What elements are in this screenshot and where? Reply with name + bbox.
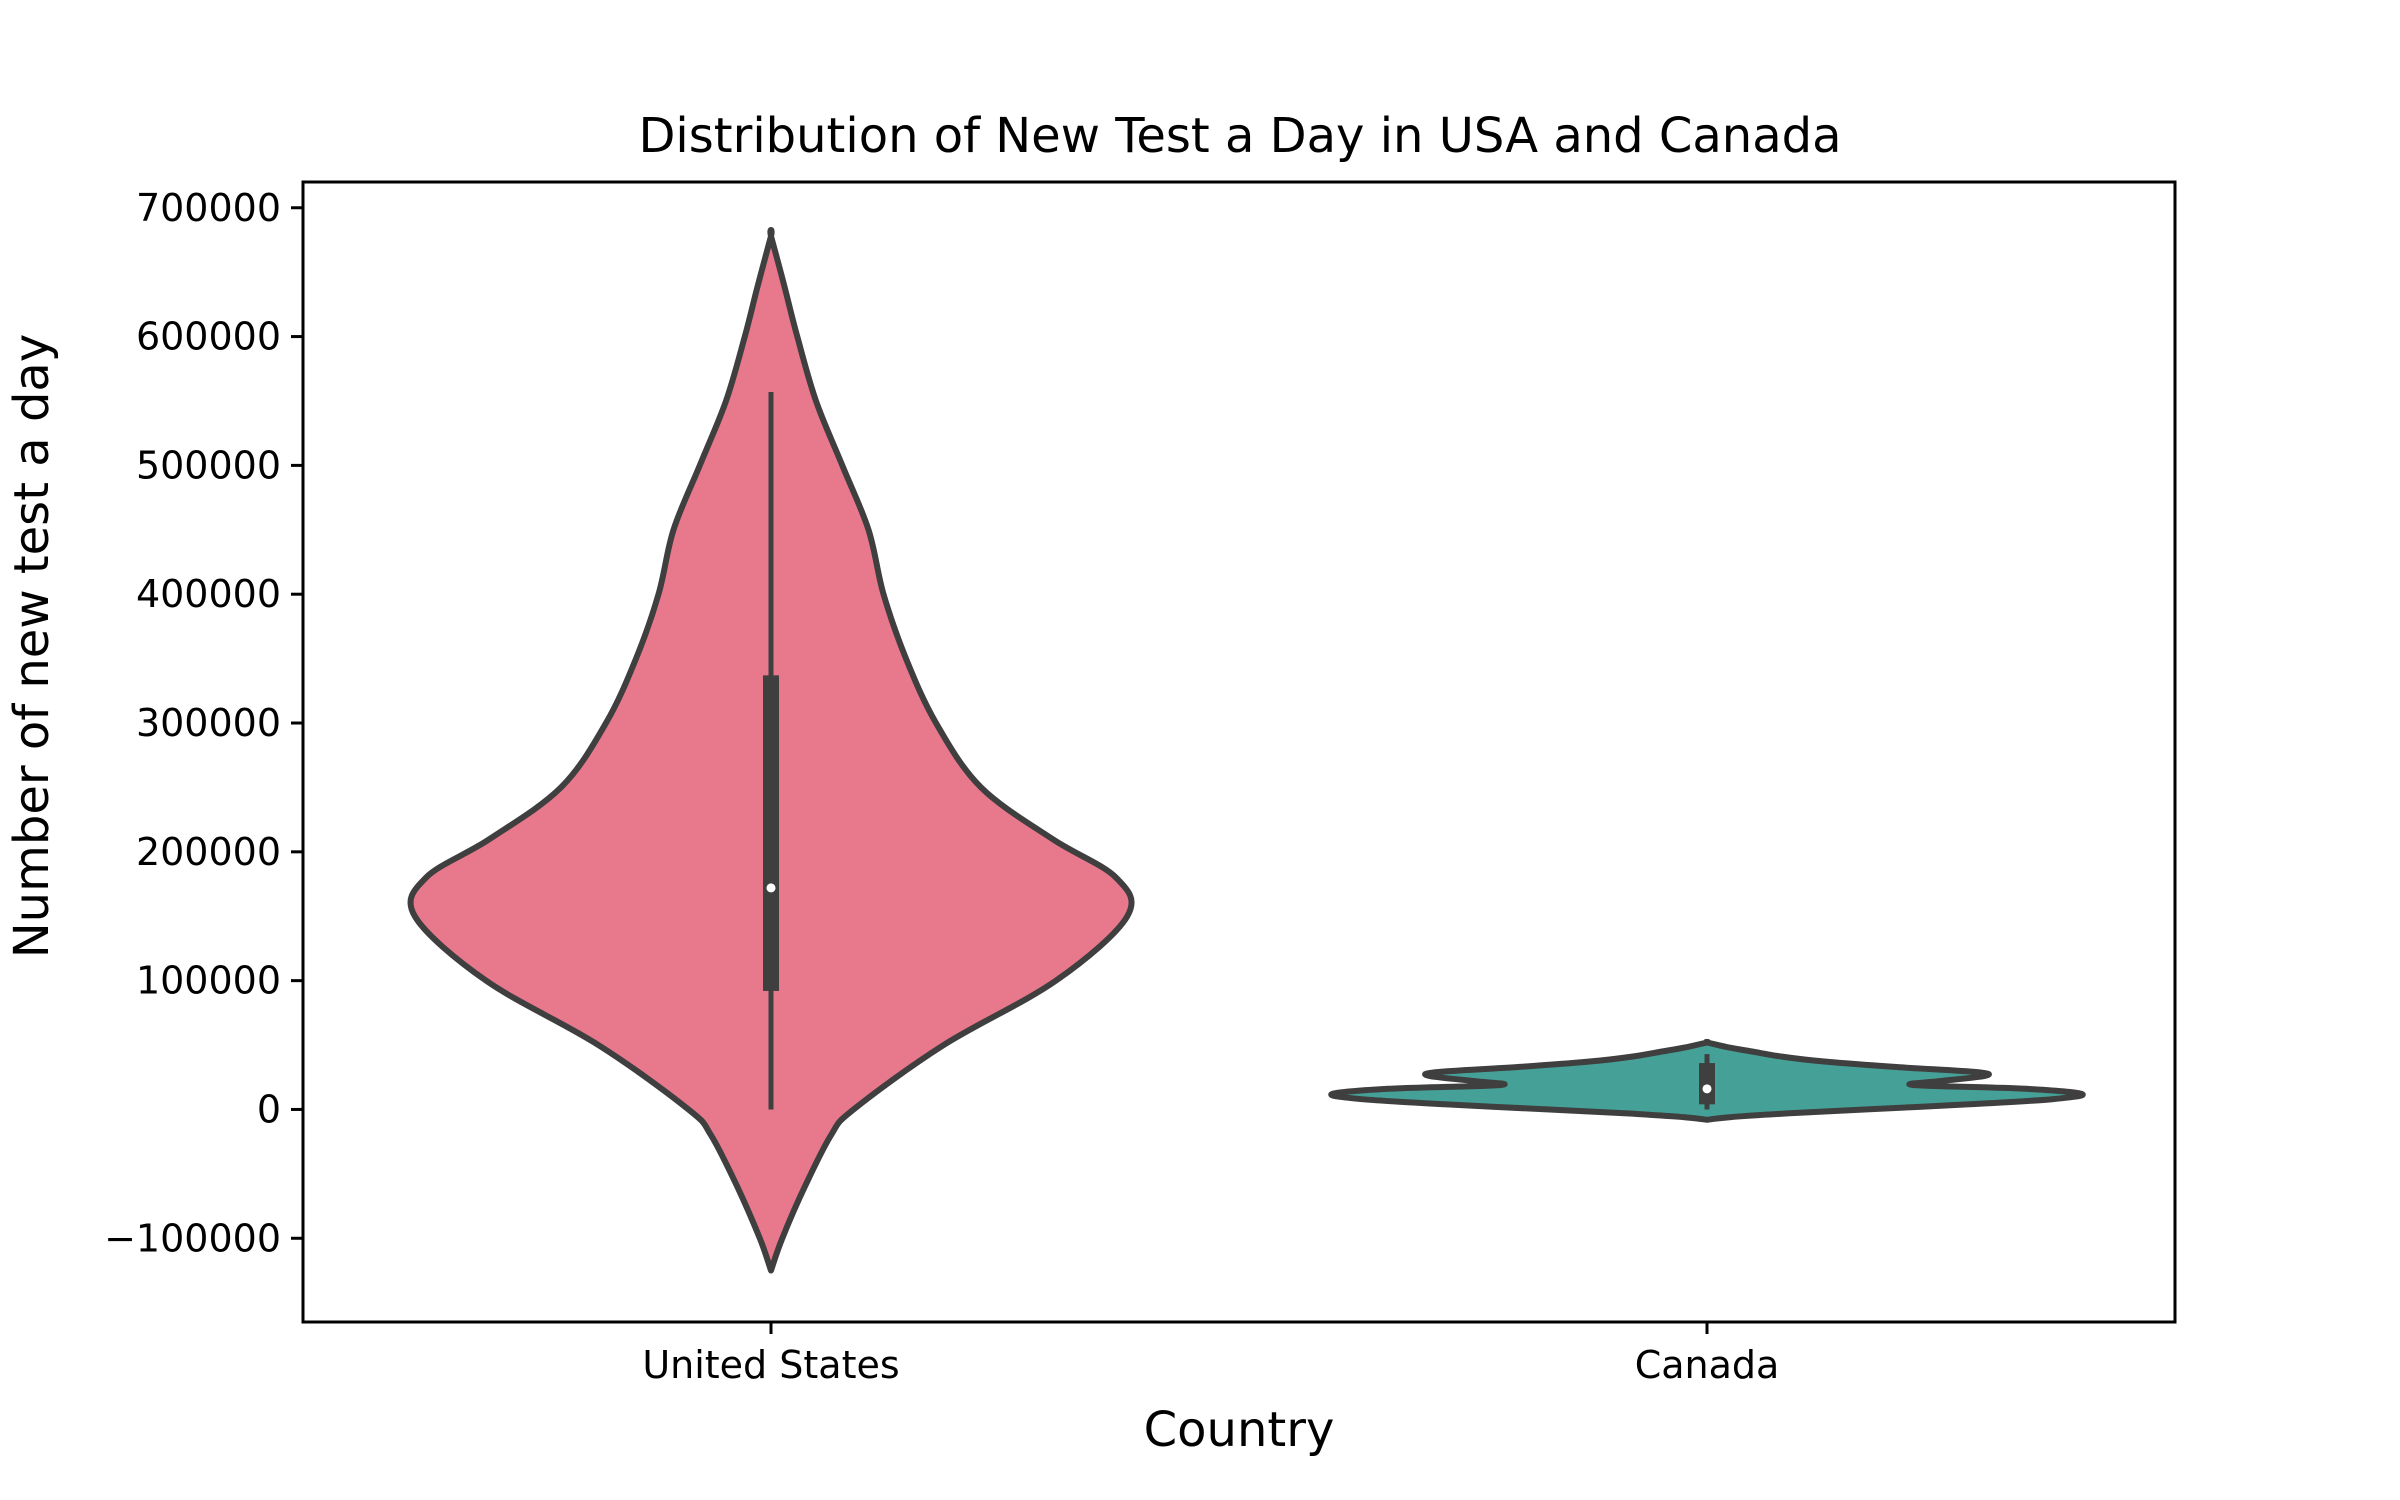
- y-tick-label-5: 400000: [136, 572, 281, 616]
- chart-title: Distribution of New Test a Day in USA an…: [638, 108, 1841, 164]
- median-point-canada: [1702, 1084, 1712, 1094]
- x-axis-label: Country: [1144, 1402, 1335, 1458]
- x-tick-label-0: United States: [642, 1343, 899, 1387]
- plot-frame: [301, 180, 2177, 1324]
- y-axis-label: Number of new test a day: [4, 334, 60, 958]
- iqr-box-canada: [1699, 1063, 1715, 1105]
- y-tick-label-3: 200000: [136, 830, 281, 874]
- median-point-united-states: [766, 883, 776, 893]
- x-axis: United States Canada: [642, 1322, 1779, 1387]
- y-axis: −100000 0 100000 200000 300000 400000 500000 60…: [104, 186, 303, 1260]
- violins-layer: [407, 226, 2086, 1274]
- y-tick-label-7: 600000: [136, 315, 281, 359]
- y-tick-label-0: −100000: [104, 1216, 281, 1260]
- y-tick-label-6: 500000: [136, 443, 281, 487]
- y-tick-label-8: 700000: [136, 186, 281, 230]
- y-tick-label-1: 0: [257, 1087, 281, 1131]
- y-tick-label-2: 100000: [136, 959, 281, 1003]
- iqr-box-united-states: [763, 675, 779, 991]
- y-tick-label-4: 300000: [136, 701, 281, 745]
- x-tick-label-1: Canada: [1635, 1343, 1780, 1387]
